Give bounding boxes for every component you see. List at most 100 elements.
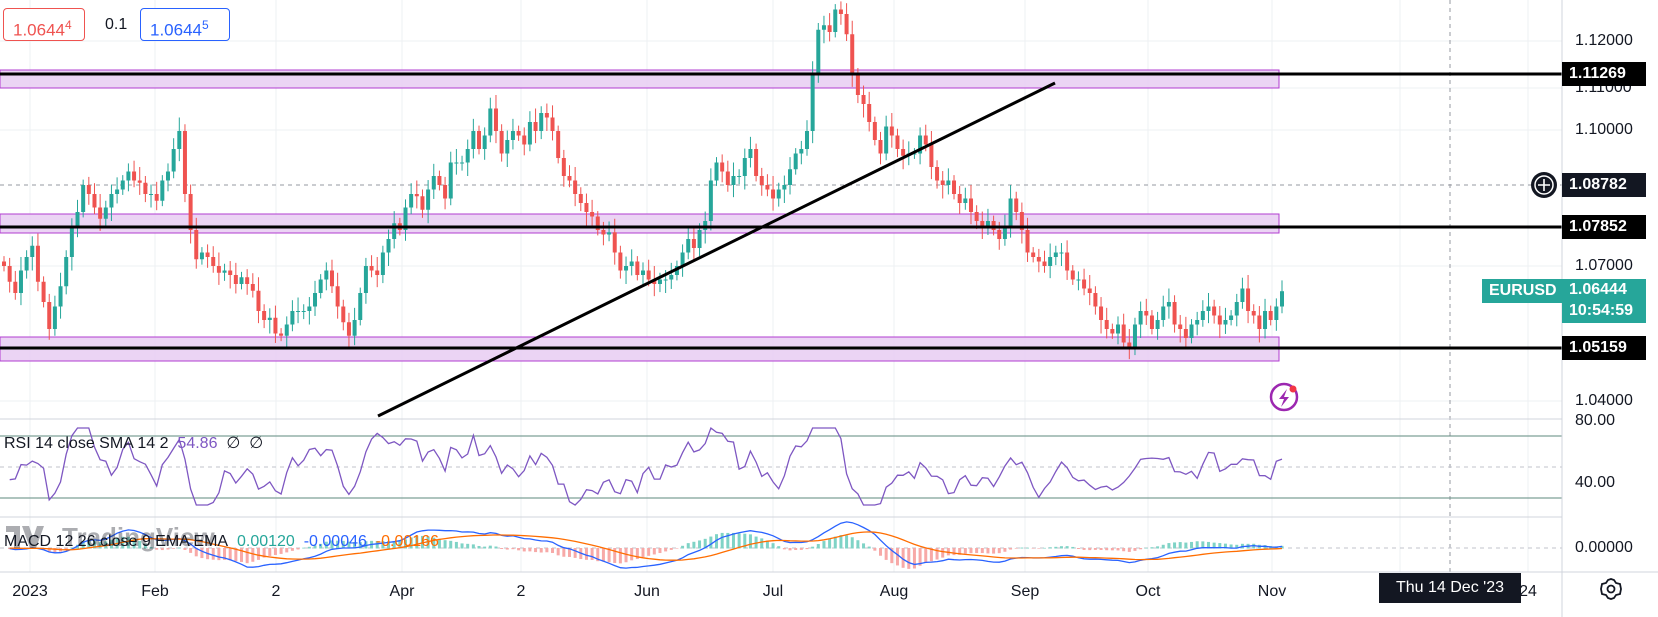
- macd-histogram-bar: [980, 548, 984, 554]
- candle-body: [160, 180, 165, 201]
- macd-histogram-bar: [630, 548, 634, 561]
- bid-badge[interactable]: 1.06444: [3, 8, 85, 41]
- candle-body: [409, 194, 414, 208]
- candle-body: [1099, 306, 1104, 320]
- macd-histogram-bar: [1071, 546, 1075, 549]
- lightning-icon[interactable]: [1269, 382, 1299, 412]
- macd-histogram-bar: [1059, 546, 1063, 549]
- bid-pip: 4: [65, 18, 72, 32]
- macd-histogram-bar: [223, 548, 227, 560]
- candle-body: [974, 212, 979, 221]
- macd-histogram-bar: [1082, 548, 1086, 550]
- x-tick: Aug: [879, 583, 909, 600]
- candle-body: [1240, 288, 1245, 302]
- candle-body: [1217, 315, 1222, 325]
- candle-body: [742, 158, 747, 176]
- candle-body: [86, 185, 91, 194]
- macd-histogram-bar: [307, 546, 311, 549]
- macd-histogram-bar: [901, 548, 905, 568]
- candle-body: [1149, 315, 1154, 329]
- macd-histogram-bar: [963, 548, 967, 554]
- macd-histogram-bar: [618, 548, 622, 564]
- macd-histogram-bar: [760, 538, 764, 549]
- rsi-legend[interactable]: RSI 14 close SMA 14 2 54.86 ∅ ∅: [4, 433, 263, 453]
- candle-body: [52, 306, 57, 329]
- macd-histogram-bar: [471, 544, 475, 549]
- macd-histogram-bar: [782, 548, 786, 550]
- macd-histogram-bar: [166, 548, 170, 550]
- candle-body: [358, 293, 363, 320]
- macd-histogram-bar: [941, 548, 945, 558]
- candle-body: [946, 180, 951, 185]
- candle-body: [448, 162, 453, 199]
- candle-body: [776, 189, 781, 199]
- ask-badge[interactable]: 1.06445: [140, 8, 230, 41]
- macd-histogram-bar: [590, 548, 594, 560]
- macd-histogram-bar: [601, 548, 605, 562]
- macd-histogram-bar: [1037, 548, 1041, 549]
- candle-body: [878, 140, 883, 154]
- candle-body: [1014, 198, 1019, 212]
- macd-histogram-bar: [1139, 548, 1143, 550]
- macd-histogram-bar: [13, 548, 17, 550]
- candle-body: [539, 113, 544, 131]
- candle-body: [1121, 324, 1126, 343]
- add-level-icon[interactable]: [1531, 172, 1557, 198]
- level-price-tag[interactable]: 1.07852: [1562, 215, 1646, 239]
- macd-histogram-bar: [98, 542, 102, 549]
- macd-histogram-bar: [313, 545, 317, 549]
- macd-histogram-bar: [126, 536, 130, 549]
- macd-histogram-bar: [155, 548, 159, 550]
- candle-body: [279, 333, 284, 336]
- x-tick: Sep: [1010, 583, 1040, 600]
- candle-body: [1189, 324, 1194, 338]
- candle-body: [833, 9, 838, 32]
- candle-body: [403, 207, 408, 230]
- macd-histogram-bar: [330, 540, 334, 549]
- ask-price: 1.0644: [150, 20, 202, 40]
- macd-histogram-bar: [720, 532, 724, 549]
- candle-body: [641, 270, 645, 275]
- macd-histogram-bar: [1178, 542, 1182, 549]
- candle-body: [1093, 293, 1098, 307]
- symbol-tag[interactable]: EURUSD: [1482, 279, 1562, 303]
- candle-body: [624, 266, 629, 271]
- macd-histogram-bar: [1127, 548, 1131, 552]
- candle-body: [544, 113, 549, 118]
- candle-body: [595, 216, 600, 230]
- candle-body: [782, 185, 787, 190]
- macd-histogram-bar: [607, 548, 611, 563]
- macd-histogram-bar: [1144, 547, 1148, 549]
- macd-histogram-bar: [1009, 548, 1013, 550]
- candle-body: [414, 194, 419, 197]
- macd-histogram-bar: [138, 540, 142, 549]
- candle-body: [115, 189, 120, 194]
- horizontal-level-lines[interactable]: [0, 72, 1562, 350]
- macd-histogram-bar: [573, 548, 577, 558]
- level-price-tag[interactable]: 1.11269: [1562, 62, 1646, 86]
- macd-histogram-bar: [873, 548, 877, 551]
- level-price-tag[interactable]: 1.05159: [1562, 336, 1646, 360]
- candle-body: [81, 185, 86, 212]
- macd-histogram-bar: [647, 548, 651, 556]
- macd-histogram-bar: [172, 548, 176, 549]
- macd-histogram-bar: [1206, 541, 1210, 549]
- macd-histogram-bar: [256, 548, 260, 560]
- trend-line[interactable]: [377, 81, 1056, 418]
- macd-legend[interactable]: MACD 12 26 close 9 EMA EMA 0.00120 -0.00…: [4, 533, 439, 551]
- candle-body: [109, 194, 114, 208]
- macd-histogram-bar: [799, 548, 803, 550]
- candle-body: [884, 126, 889, 154]
- gear-icon[interactable]: [1600, 578, 1622, 600]
- macd-histogram-bar: [805, 548, 809, 550]
- candle-body: [686, 239, 691, 253]
- candle-body: [98, 207, 103, 219]
- macd-histogram-bar: [539, 548, 543, 553]
- bid-price: 1.0644: [13, 20, 65, 40]
- candle-body: [793, 153, 798, 170]
- macd-histogram-bar: [777, 546, 781, 549]
- macd-histogram-bar: [1229, 544, 1233, 549]
- candle-body: [957, 194, 962, 203]
